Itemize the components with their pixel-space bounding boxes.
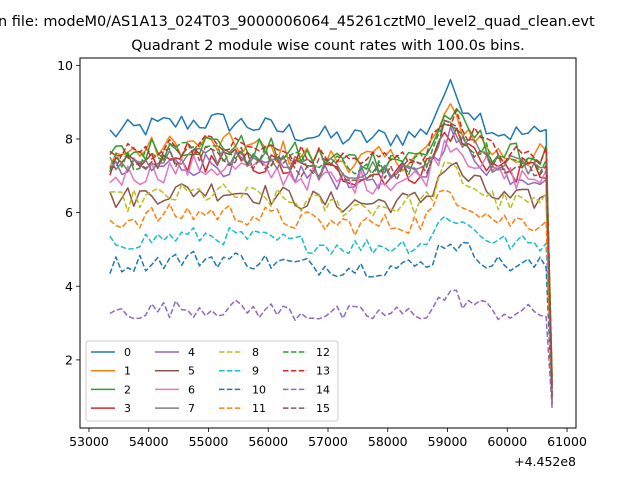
legend-label-11: 11 — [252, 402, 266, 415]
x-tick-label: 61000 — [547, 434, 587, 449]
series-line-8 — [109, 161, 553, 401]
y-tick-label: 4 — [65, 279, 73, 294]
legend-label-4: 4 — [188, 346, 195, 359]
legend-label-12: 12 — [316, 346, 330, 359]
legend-label-13: 13 — [316, 365, 330, 378]
x-tick-label: 53000 — [69, 434, 109, 449]
series-line-0 — [109, 78, 553, 405]
legend-label-8: 8 — [252, 346, 259, 359]
legend-label-3: 3 — [124, 402, 131, 415]
y-axis: 2 4 6 8 10 — [57, 58, 80, 367]
y-tick-label: 10 — [57, 58, 73, 73]
x-tick-label: 60000 — [487, 434, 527, 449]
x-offset-text: +4.452e8 — [514, 454, 576, 469]
series-line-12 — [109, 123, 553, 383]
x-tick-label: 54000 — [129, 434, 169, 449]
x-tick-label: 55000 — [189, 434, 229, 449]
x-tick-label: 58000 — [368, 434, 408, 449]
series-line-4 — [109, 126, 553, 405]
x-axis: 53000 54000 55000 56000 57000 58000 59000 60000… — [69, 428, 587, 449]
legend-label-14: 14 — [316, 383, 330, 396]
x-tick-label: 59000 — [428, 434, 468, 449]
series-layer — [109, 78, 553, 408]
series-line-10 — [109, 241, 553, 401]
y-tick-label: 8 — [65, 131, 73, 146]
legend-label-5: 5 — [188, 365, 195, 378]
figure-suptitle: n file: modeM0/AS1A13_024T03_9000006064_… — [0, 14, 595, 30]
y-tick-label: 6 — [65, 205, 73, 220]
series-line-7 — [109, 119, 553, 394]
legend-label-2: 2 — [124, 383, 131, 396]
y-tick-label: 2 — [65, 352, 73, 367]
legend-label-7: 7 — [188, 402, 195, 415]
legend-label-15: 15 — [316, 402, 330, 415]
legend-label-9: 9 — [252, 365, 259, 378]
series-line-11 — [109, 189, 553, 401]
series-line-6 — [109, 139, 553, 397]
chart-title: Quadrant 2 module wise count rates with … — [131, 38, 525, 54]
series-line-15 — [109, 119, 553, 397]
x-tick-label: 57000 — [308, 434, 348, 449]
legend-label-10: 10 — [252, 383, 266, 396]
legend-label-0: 0 — [124, 346, 131, 359]
legend-label-6: 6 — [188, 383, 195, 396]
series-line-9 — [109, 215, 553, 386]
legend-label-1: 1 — [124, 365, 131, 378]
series-line-2 — [109, 107, 553, 379]
x-tick-label: 56000 — [248, 434, 288, 449]
legend-box — [85, 340, 339, 422]
series-line-14 — [109, 289, 553, 408]
series-line-13 — [109, 109, 553, 386]
series-line-5 — [109, 161, 553, 401]
